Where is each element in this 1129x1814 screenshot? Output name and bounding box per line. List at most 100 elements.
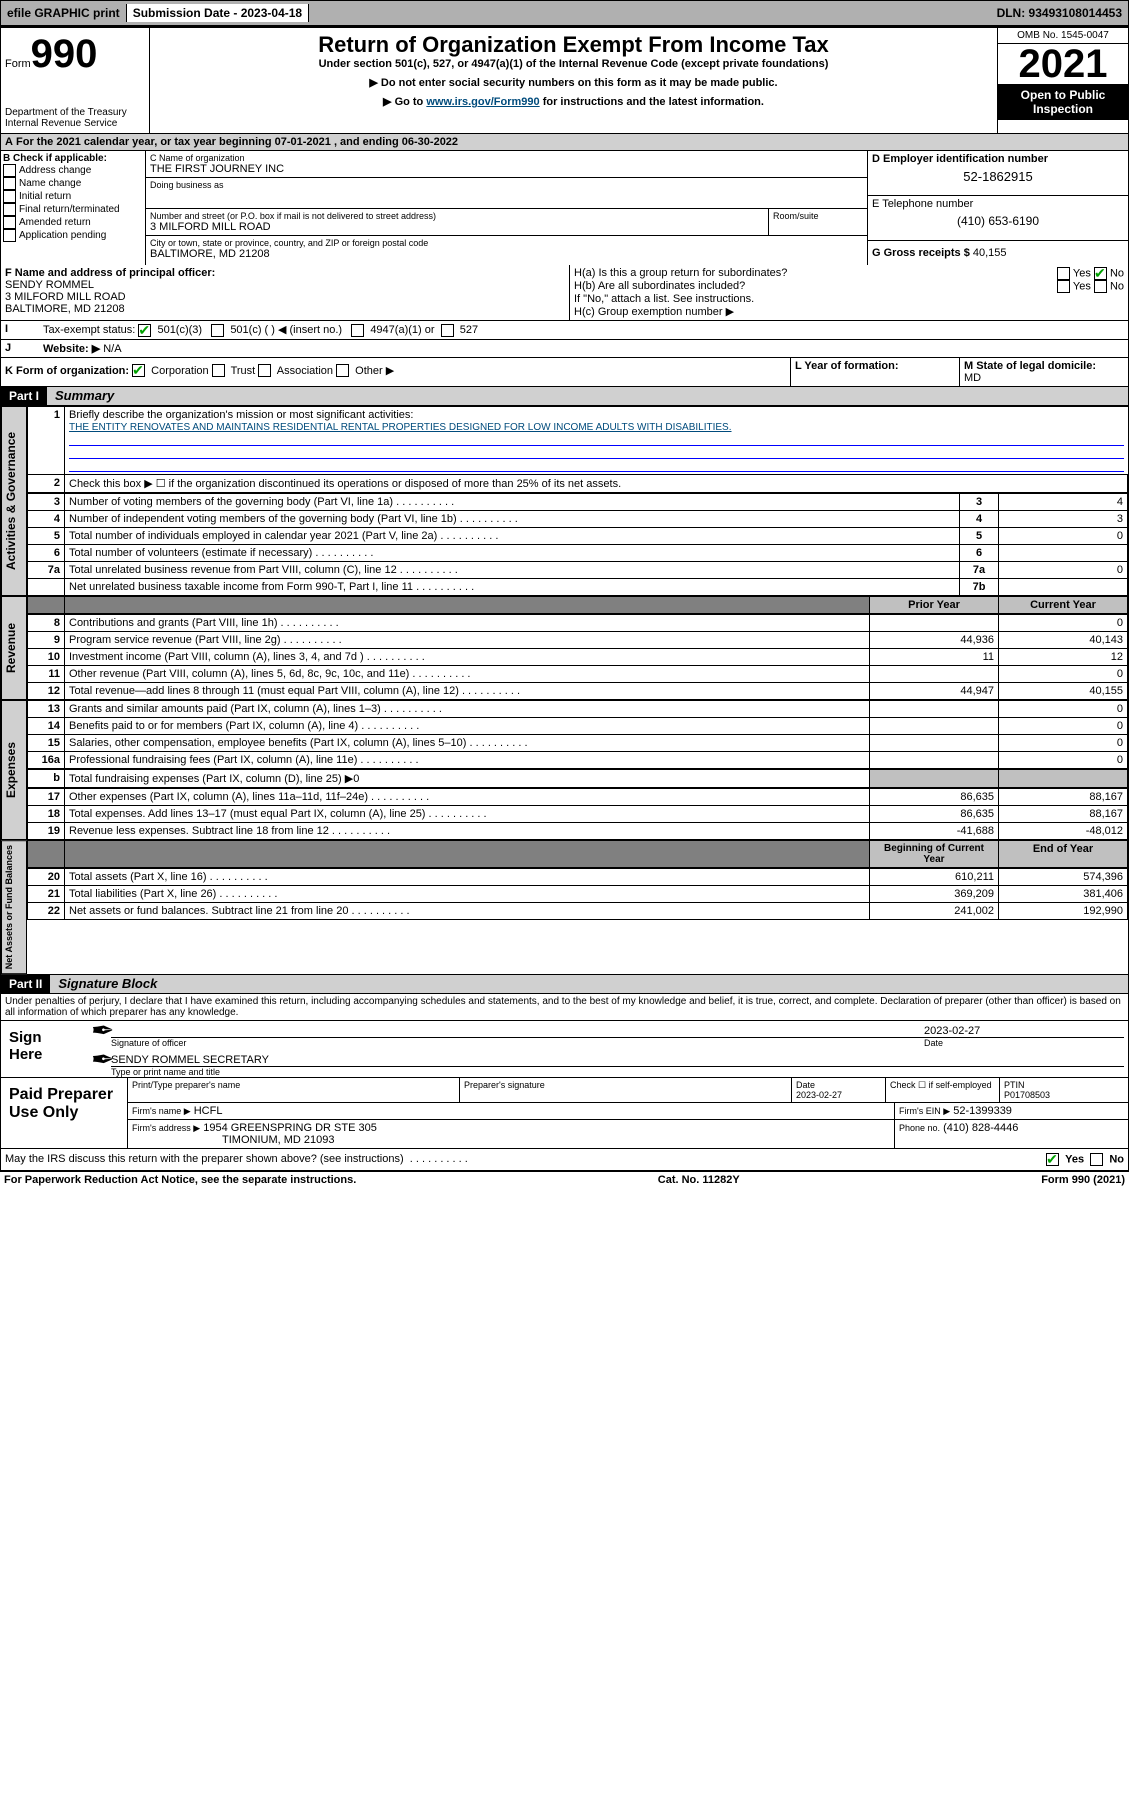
i-4947[interactable] [351,324,364,337]
dept-label: Department of the Treasury [5,107,145,118]
governance-block: Activities & Governance 1 Briefly descri… [0,406,1129,596]
hb-answer: Yes No [1057,280,1124,293]
b-label: B Check if applicable: [3,153,143,164]
b-opt-final[interactable]: Final return/terminated [3,203,143,216]
sign-date: 2023-02-27 [916,1025,1124,1038]
line-a-label: A For the 2021 calendar year, or tax yea… [1,134,462,150]
vtab-governance: Activities & Governance [1,406,27,596]
section-fh: F Name and address of principal officer:… [0,265,1129,321]
paid-label: Paid Preparer Use Only [1,1078,127,1148]
website-value: N/A [103,343,121,355]
revenue-block: Revenue Prior Year Current Year 8Contrib… [0,596,1129,700]
hc-label: H(c) Group exemption number ▶ [574,305,1124,318]
i-501c3[interactable] [138,324,151,337]
officer-name: SENDY ROMMEL [5,279,565,291]
firm-phone: (410) 828-4446 [943,1122,1018,1134]
b-opt-address[interactable]: Address change [3,164,143,177]
may-discuss-row: May the IRS discuss this return with the… [0,1149,1129,1171]
page-footer: For Paperwork Reduction Act Notice, see … [0,1171,1129,1188]
m-value: MD [964,372,981,384]
footer-left: For Paperwork Reduction Act Notice, see … [4,1174,356,1186]
vtab-revenue: Revenue [1,596,27,700]
part2-tag: Part II [1,975,50,993]
irs-label: Internal Revenue Service [5,118,145,129]
k-assoc[interactable] [258,364,271,377]
form-sub2: ▶ Do not enter social security numbers o… [154,76,993,89]
may-answer: Yes No [1046,1153,1124,1166]
sig-officer-label: Signature of officer [111,1038,916,1048]
form-sub1: Under section 501(c), 527, or 4947(a)(1)… [154,58,993,70]
submission-date: Submission Date - 2023-04-18 [127,4,309,22]
form-big: 990 [31,32,98,76]
may-text: May the IRS discuss this return with the… [5,1153,404,1165]
street-label: Number and street (or P.O. box if mail i… [150,211,764,221]
i-527[interactable] [441,324,454,337]
prep-sig-label: Preparer's signature [460,1078,792,1102]
self-employed-label: Check ☐ if self-employed [886,1078,1000,1102]
line-i: I Tax-exempt status: 501(c)(3) 501(c) ( … [0,321,1129,340]
sign-here-label: Sign Here [1,1021,87,1077]
b-opt-pending[interactable]: Application pending [3,229,143,242]
ptin-label: PTIN [1004,1080,1025,1090]
c-label: C Name of organization [150,153,863,163]
col-beginning: Beginning of Current Year [870,840,999,867]
k-trust[interactable] [212,364,225,377]
ha-label: H(a) Is this a group return for subordin… [574,267,787,280]
line-klm: K Form of organization: Corporation Trus… [0,358,1129,387]
sign-here-block: Sign Here ✒ 2023-02-27 Signature of offi… [0,1021,1129,1078]
i-label: Tax-exempt status: [43,324,135,336]
line-j: J Website: ▶ N/A [0,340,1129,358]
gross-label: G Gross receipts $ [872,247,970,259]
form-small: Form [5,58,31,70]
firm-addr1: 1954 GREENSPRING DR STE 305 [203,1122,377,1134]
part1-title: Summary [47,388,114,403]
form-sub3: ▶ Go to www.irs.gov/Form990 for instruct… [154,95,993,108]
officer-city: BALTIMORE, MD 21208 [5,303,565,315]
line-a: A For the 2021 calendar year, or tax yea… [0,134,1129,151]
l-label: L Year of formation: [795,360,899,372]
m-label: M State of legal domicile: [964,360,1096,372]
expenses-block: Expenses 13Grants and similar amounts pa… [0,700,1129,840]
type-name-label: Type or print name and title [111,1067,1124,1077]
firm-phone-label: Phone no. [899,1123,940,1133]
gross-value: 40,155 [973,247,1007,259]
part1-header: Part I Summary [0,387,1129,406]
col-prior: Prior Year [870,596,999,613]
ein-value: 52-1862915 [872,169,1124,184]
l2-text: Check this box ▶ ☐ if the organization d… [65,474,1128,492]
k-corp[interactable] [132,364,145,377]
form-title: Return of Organization Exempt From Incom… [154,32,993,58]
firm-addr-label: Firm's address ▶ [132,1123,200,1133]
street-value: 3 MILFORD MILL ROAD [150,221,764,233]
ha-answer: Yes No [1057,267,1124,280]
section-bcd: B Check if applicable: Address change Na… [0,151,1129,265]
b-opt-initial[interactable]: Initial return [3,190,143,203]
phone-value: (410) 653-6190 [872,214,1124,228]
ptin-value: P01708503 [1004,1090,1050,1100]
part1-tag: Part I [1,387,47,405]
city-value: BALTIMORE, MD 21208 [150,248,863,260]
form990-link[interactable]: www.irs.gov/Form990 [426,96,539,108]
prep-date-label: Date [796,1080,815,1090]
topbar: efile GRAPHIC print Submission Date - 20… [0,0,1129,26]
l1-label: Briefly describe the organization's miss… [69,409,413,421]
col-current: Current Year [999,596,1128,613]
date-label: Date [916,1038,1124,1048]
footer-mid: Cat. No. 11282Y [658,1174,740,1186]
city-label: City or town, state or province, country… [150,238,863,248]
col-end: End of Year [999,840,1128,867]
paid-preparer-block: Paid Preparer Use Only Print/Type prepar… [0,1078,1129,1149]
org-name: THE FIRST JOURNEY INC [150,163,863,175]
part2-title: Signature Block [50,976,157,991]
netassets-block: Net Assets or Fund Balances Beginning of… [0,840,1129,975]
i-501c[interactable] [211,324,224,337]
b-opt-amended[interactable]: Amended return [3,216,143,229]
firm-name-label: Firm's name ▶ [132,1106,191,1116]
part2-header: Part II Signature Block [0,975,1129,994]
firm-name: HCFL [194,1105,223,1117]
vtab-netassets: Net Assets or Fund Balances [1,840,27,974]
k-other[interactable] [336,364,349,377]
room-label: Room/suite [768,209,867,235]
prep-date: 2023-02-27 [796,1090,842,1100]
b-opt-name[interactable]: Name change [3,177,143,190]
